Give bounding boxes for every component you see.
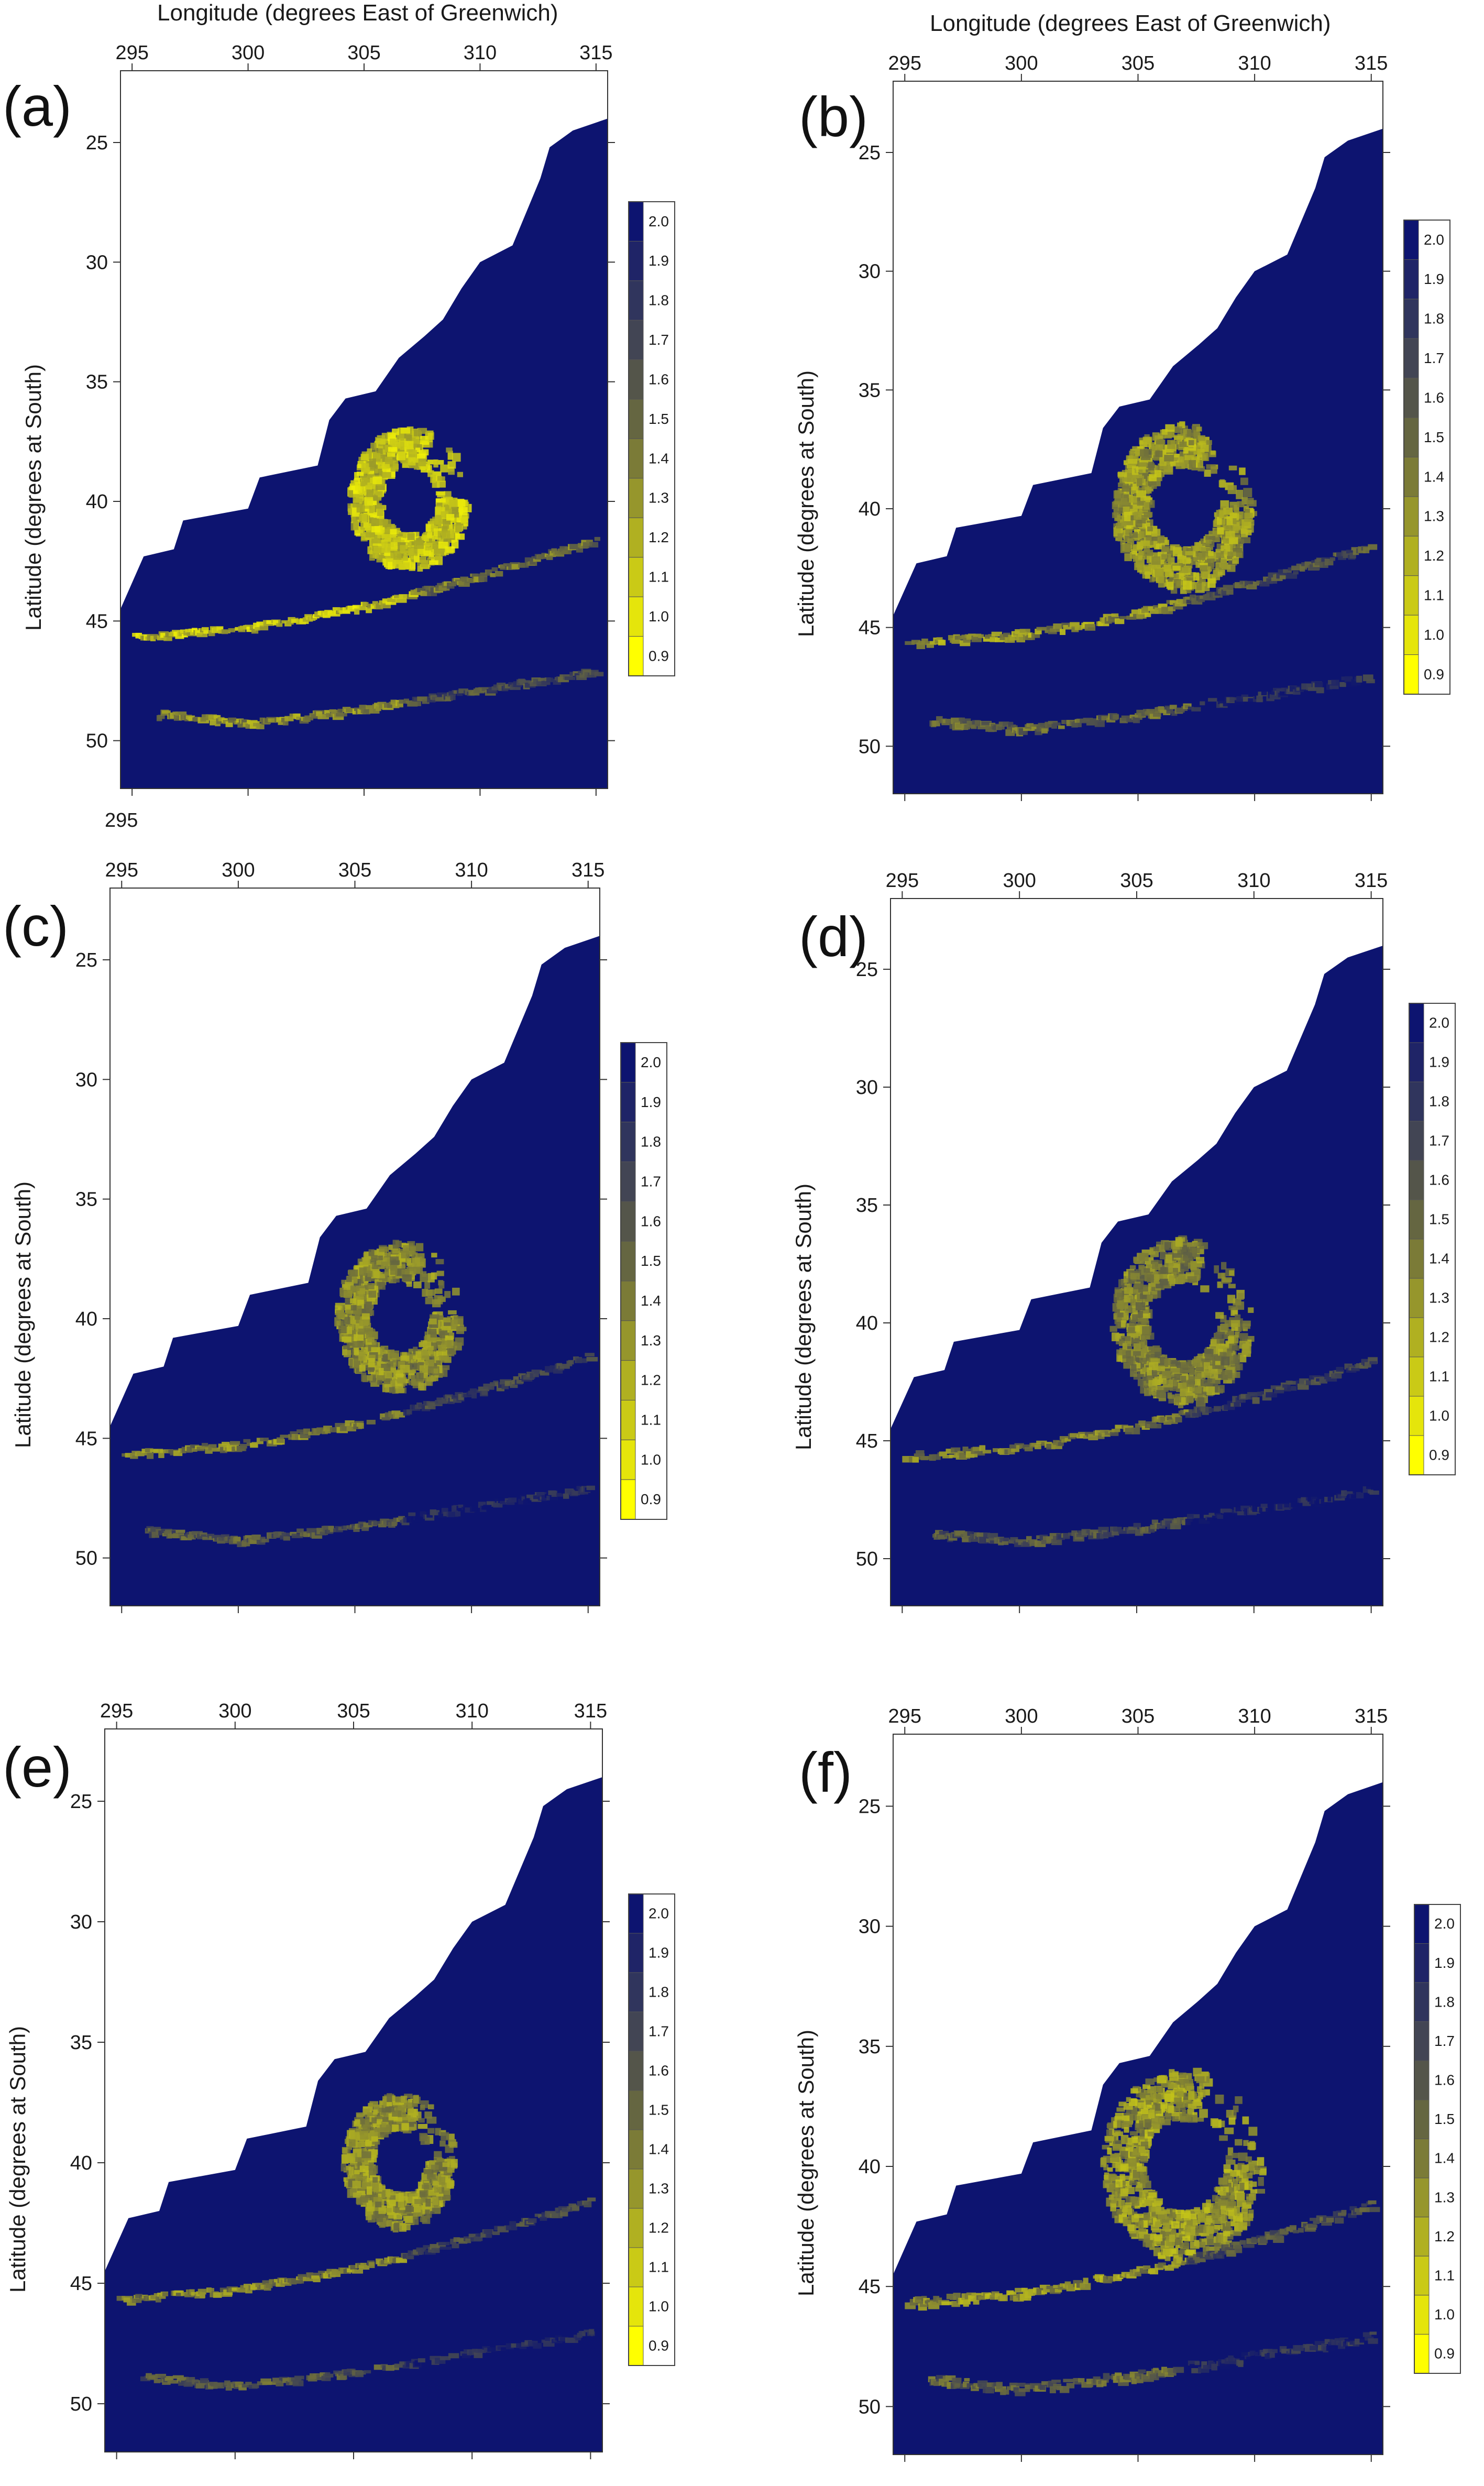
colorbar-label: 1.8 [1434,1994,1455,2010]
colorbar-label: 1.2 [1429,1329,1449,1345]
x-tick-label: 315 [1355,1705,1388,1727]
colorbar: 2.0 1.9 1.8 1.7 1.6 1.5 1.4 1.3 1.2 1.1 1.0 0.9 [1409,1003,1455,1475]
colorbar-label: 1.9 [1434,1955,1455,1971]
colorbar-swatch [1414,2217,1429,2257]
colorbar-label: 0.9 [1429,1447,1449,1463]
colorbar-label: 1.5 [1429,1211,1449,1228]
colorbar-label: 1.5 [1424,429,1444,445]
colorbar-label: 1.9 [1429,1054,1449,1070]
x-tick-label: 300 [1005,1705,1038,1727]
colorbar-label: 1.6 [1424,389,1444,406]
colorbar-swatch [1414,1904,1429,1944]
y-tick-label: 40 [859,2156,881,2178]
colorbar-label: 1.0 [1424,627,1444,643]
x-tick-label: 305 [1122,1705,1155,1727]
colorbar-swatch [1414,2295,1429,2335]
x-tick-label: 310 [1238,1705,1271,1727]
colorbar-label: 1.4 [1429,1251,1449,1267]
colorbar-label: 2.0 [1424,232,1444,248]
colorbar-label: 1.8 [1424,311,1444,327]
colorbar-label: 1.6 [1434,2072,1455,2088]
colorbar-label: 1.3 [1424,508,1444,524]
colorbar-swatch [1414,1983,1429,2022]
y-tick-label: 25 [859,1796,881,1818]
colorbar-label: 1.3 [1429,1290,1449,1306]
colorbar-label: 1.3 [1434,2189,1455,2205]
colorbar-label: 0.9 [1434,2346,1455,2362]
y-tick-label: 45 [859,2276,881,2298]
colorbar-label: 1.9 [1424,271,1444,287]
y-tick-label: 30 [859,1916,881,1938]
colorbar-swatch [1414,2334,1429,2373]
colorbar-swatch [1414,2061,1429,2100]
colorbar-label: 0.9 [1424,666,1444,682]
colorbar-label: 1.0 [1429,1408,1449,1424]
colorbar-label: 1.7 [1434,2033,1455,2049]
colorbar-label: 2.0 [1429,1015,1449,1031]
colorbar-label: 1.1 [1424,587,1444,604]
colorbar-label: 1.4 [1424,468,1444,485]
colorbar-label: 1.5 [1434,2111,1455,2127]
colorbar-label: 1.2 [1424,547,1444,564]
y-tick-label: 35 [859,2036,881,2058]
colorbar-label: 1.2 [1434,2228,1455,2244]
colorbar-label: 2.0 [1434,1915,1455,1932]
colorbar-label: 1.0 [1434,2306,1455,2323]
colorbar-swatch [1414,2178,1429,2217]
colorbar-swatch [1414,2100,1429,2139]
colorbar-label: 1.6 [1429,1172,1449,1188]
colorbar-label: 1.1 [1434,2267,1455,2283]
x-tick-label: 295 [888,1705,921,1727]
colorbar-label: 1.7 [1429,1133,1449,1149]
colorbar-swatch [1414,2256,1429,2295]
colorbar-swatch [1414,1944,1429,1983]
colorbar-label: 1.4 [1434,2150,1455,2166]
colorbar-swatch [1414,2022,1429,2061]
colorbar-label: 1.7 [1424,350,1444,366]
y-tick-label: 50 [859,2396,881,2418]
colorbar: 2.0 1.9 1.8 1.7 1.6 1.5 1.4 1.3 1.2 1.1 1.0 0.9 [1414,1904,1460,2373]
colorbar-label: 1.8 [1429,1093,1449,1110]
colorbar-swatch [1414,2139,1429,2178]
colorbar-label: 1.1 [1429,1368,1449,1385]
